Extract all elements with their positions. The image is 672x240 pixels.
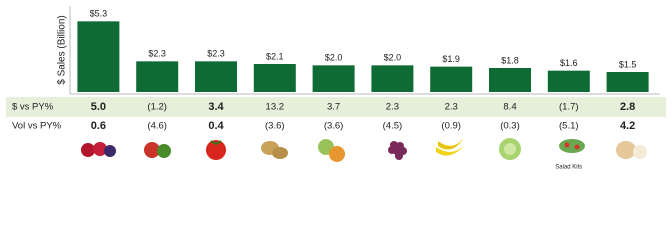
- row-label: Vol vs PY%: [12, 121, 62, 132]
- table-cell: 2.3: [386, 102, 399, 113]
- icons: [81, 138, 647, 162]
- table-cell: 0.6: [91, 120, 106, 132]
- table-cell: (1.2): [147, 102, 167, 113]
- value-label: $2.3: [207, 49, 225, 59]
- table-cell: 4.2: [620, 120, 635, 132]
- table-cell: 5.0: [91, 101, 106, 113]
- value-label: $2.3: [148, 49, 166, 59]
- table-cell: 2.8: [620, 101, 635, 113]
- y-axis-label: $ Sales (Billion): [57, 15, 68, 84]
- table-cell: (3.6): [265, 121, 285, 132]
- bar: [253, 64, 296, 92]
- bar: [606, 72, 649, 92]
- table-cell: (5.1): [559, 121, 579, 132]
- table-cell: (3.6): [324, 121, 344, 132]
- table-cell: 3.7: [327, 102, 340, 113]
- bar: [195, 61, 237, 92]
- bar: [77, 21, 120, 92]
- value-label: $5.3: [90, 9, 108, 19]
- value-label: $2.0: [325, 53, 343, 63]
- value-label: $1.5: [619, 59, 637, 69]
- value-label: $1.8: [501, 55, 519, 65]
- table-cell: (4.5): [383, 121, 403, 132]
- bar: [489, 68, 531, 92]
- table-cell: (4.6): [147, 121, 167, 132]
- value-label: $2.1: [266, 51, 284, 61]
- row-label: $ vs PY%: [12, 102, 54, 113]
- bar: [430, 66, 473, 92]
- table-cell: (1.7): [559, 102, 579, 113]
- bar: [136, 61, 179, 92]
- table-cell: 3.4: [208, 101, 224, 113]
- table-cell: (0.9): [441, 121, 461, 132]
- table-cell: 8.4: [503, 102, 516, 113]
- bar: [371, 65, 414, 92]
- table-cell: 0.4: [208, 120, 224, 132]
- row-band: [6, 97, 666, 117]
- category-label: Salad Kits: [555, 165, 582, 171]
- bar: [312, 65, 355, 92]
- table-cell: 2.3: [445, 102, 458, 113]
- chart: $ Sales (Billion) $5.3 $2.3 $2.3 $2.1 $2.0 $2…: [6, 6, 666, 171]
- table-cell: (0.3): [500, 121, 520, 132]
- bar: [547, 70, 590, 92]
- value-label: $1.9: [442, 54, 460, 64]
- value-label: $1.6: [560, 58, 578, 68]
- value-label: $2.0: [384, 53, 402, 63]
- table-cell: 13.2: [266, 102, 285, 113]
